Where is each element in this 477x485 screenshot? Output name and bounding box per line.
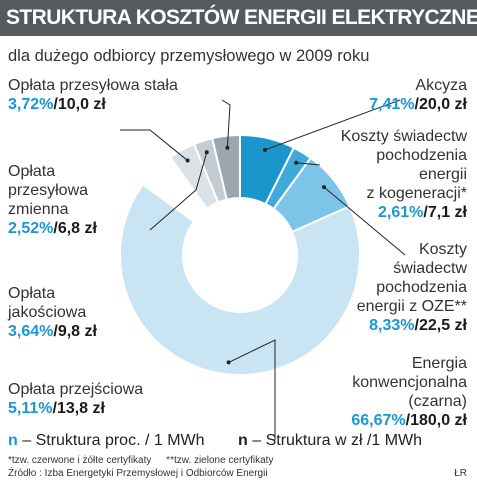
- slice-label-line: Opłata przesyłowa stała: [8, 77, 178, 94]
- slice-label-line: Energia: [411, 355, 467, 372]
- slice-label-oplata-przesylowa-zmienna: Opłata przesyłowa zmienna 2,52%/6,8 zł: [8, 162, 97, 238]
- slice-label-akcyza: Akcyza 7,41%/20,0 zł: [369, 76, 467, 114]
- slice-value-line: 2,52%/6,8 zł: [8, 219, 97, 238]
- leader-line-akcyza: [264, 99, 401, 151]
- slice-value-line: 7,41%/20,0 zł: [369, 95, 467, 114]
- slice-label-oplata-przejsciowa: Opłata przejściowa 5,11%/13,8 zł: [8, 380, 143, 418]
- slice-percent: 8,33%: [369, 317, 415, 334]
- footnote-red-yellow: *tzw. czerwone i żółte certyfikaty: [8, 455, 152, 466]
- leader-lines-group: [120, 99, 406, 440]
- slice-value-line: 3,64%/9,8 zł: [8, 322, 97, 341]
- slice-label-line: pochodzenia: [376, 279, 467, 296]
- slice-separator: /: [414, 317, 419, 334]
- slice-value: 180,0 zł: [410, 412, 467, 429]
- slice-separator: /: [52, 400, 57, 417]
- leader-line-oplata-przesylowa-zmienna: [149, 152, 208, 231]
- legend: n – Struktura proc. / 1 MWh n – Struktur…: [8, 432, 468, 450]
- leader-dot-kogeneracja: [294, 160, 299, 165]
- legend-text-percent: – Struktura proc. / 1 MWh: [22, 432, 205, 449]
- slice-value: 7,1 zł: [427, 204, 467, 221]
- leader-dot-oplata-jakosciowa: [185, 158, 190, 163]
- footnote-green: **tzw. zielone certyfikaty: [166, 455, 274, 466]
- slice-label-line: przesyłowa: [8, 182, 89, 199]
- leader-dot-oplata-przesylowa-stala: [225, 145, 230, 150]
- leader-line-oze: [323, 186, 406, 256]
- slice-value-line: 66,67%/180,0 zł: [351, 411, 467, 430]
- slice-value-line: 8,33%/22,5 zł: [357, 316, 467, 335]
- leader-dot-akcyza: [262, 147, 267, 152]
- slice-label-energia-konwencjonalna: Energia konwencjonalna (czarna) 66,67%/180,…: [351, 354, 467, 430]
- slice-separator: /: [405, 412, 411, 429]
- slice-label-line: energii: [418, 166, 467, 183]
- slice-percent: 3,72%: [8, 96, 54, 113]
- slices-group: [119, 133, 361, 376]
- slice-label-line: konwencjonalna: [352, 374, 467, 391]
- slice-label-line: zmienna: [8, 201, 69, 218]
- leader-line-kogeneracja: [296, 162, 321, 166]
- slice-label-line: Opłata: [8, 285, 56, 302]
- slice-separator: /: [423, 204, 428, 221]
- slice-value-line: 3,72%/10,0 zł: [8, 95, 178, 114]
- slice-percent: 3,64%: [8, 323, 54, 340]
- slice-value: 20,0 zł: [418, 96, 467, 113]
- slice-label-oplata-przesylowa-stala: Opłata przesyłowa stała 3,72%/10,0 zł: [8, 76, 178, 114]
- slice-percent: 5,11%: [8, 400, 53, 417]
- slice-percent: 66,67%: [351, 412, 406, 429]
- footnote-source: Źródło : Izba Energetyki Przemysłowej i …: [8, 468, 268, 479]
- leader-line-energia-konwencjonalna: [228, 339, 276, 440]
- legend-symbol-percent: n: [8, 432, 18, 449]
- slice-percent: 2,52%: [8, 220, 54, 237]
- slice-label-line: pochodzenia: [376, 147, 467, 164]
- slice-label-kogeneracja: Koszty świadectw pochodzenia energii z koge…: [341, 127, 467, 222]
- slice-percent: 2,61%: [378, 204, 424, 221]
- slice-label-line: Akcyza: [415, 77, 467, 94]
- slice-label-line: jakościowa: [8, 304, 87, 321]
- slice-separator: /: [414, 96, 419, 113]
- slice-label-line: Koszty świadectw: [340, 128, 467, 145]
- slice-separator: /: [53, 220, 58, 237]
- leader-line-oplata-jakosciowa: [120, 129, 188, 161]
- slice-energia-konwencjonalna: [119, 182, 361, 376]
- slice-separator: /: [53, 323, 58, 340]
- legend-text-value: – Struktura w zł /1 MWh: [252, 432, 423, 449]
- legend-symbol-value: n: [238, 432, 248, 449]
- leader-line-oplata-przesylowa-stala: [221, 99, 231, 148]
- slice-label-oplata-jakosciowa: Opłata jakościowa 3,64%/9,8 zł: [8, 284, 97, 341]
- slice-value: 10,0 zł: [57, 96, 106, 113]
- chart-subtitle: dla dużego odbiorcy przemysłowego w 2009…: [8, 47, 370, 65]
- slice-value: 6,8 zł: [57, 220, 97, 237]
- slice-label-line: Koszty: [418, 241, 467, 258]
- legend-item-value: n – Struktura w zł /1 MWh: [238, 432, 422, 450]
- slice-label-line: Opłata: [8, 163, 56, 180]
- leader-dot-oplata-przesylowa-zmienna: [204, 150, 209, 155]
- header-bar: STRUKTURA KOSZTÓW ENERGII ELEKTRYCZNEJ: [0, 0, 477, 36]
- slice-label-oze: Koszty świadectw pochodzenia energii z OZE*…: [357, 240, 467, 335]
- slice-label-line: świadectw: [393, 260, 467, 277]
- slice-value: 9,8 zł: [57, 323, 97, 340]
- footnote-certificates: *tzw. czerwone i żółte certyfikaty **tzw…: [8, 455, 273, 466]
- legend-item-percent: n – Struktura proc. / 1 MWh: [8, 432, 205, 449]
- slice-value: 22,5 zł: [418, 317, 467, 334]
- slice-label-line: energii z OZE**: [356, 298, 467, 315]
- leader-dot-oze: [322, 185, 327, 190]
- slice-label-line: (czarna): [408, 393, 467, 410]
- slice-label-line: z kogeneracji*: [366, 185, 468, 202]
- slice-value-line: 2,61%/7,1 zł: [341, 203, 467, 222]
- leader-dot-energia-konwencjonalna: [226, 360, 231, 365]
- slice-percent: 7,41%: [369, 96, 415, 113]
- chart-title: STRUKTURA KOSZTÓW ENERGII ELEKTRYCZNEJ: [6, 6, 477, 29]
- slice-value: 13,8 zł: [56, 400, 105, 417]
- author-initials: ŁR: [454, 468, 467, 479]
- slice-value-line: 5,11%/13,8 zł: [8, 399, 143, 418]
- slice-separator: /: [53, 96, 58, 113]
- slice-label-line: Opłata przejściowa: [8, 381, 144, 398]
- slice-oplata-przesylowa-stala: [211, 133, 241, 201]
